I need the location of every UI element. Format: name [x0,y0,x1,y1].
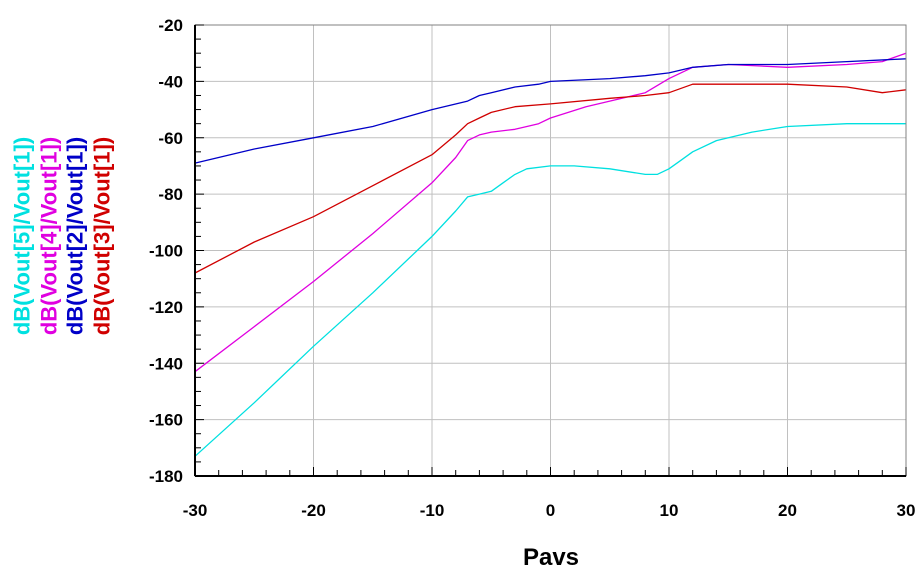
grid [195,25,906,476]
legend: dB(Vout[5]/Vout[1]) dB(Vout[4]/Vout[1]) dB… [10,137,115,335]
y-tick-label: -120 [149,298,183,317]
y-tick-label: -100 [149,242,183,261]
series-line-1 [194,123,906,457]
y-tick-label: -160 [149,411,183,430]
y-tick-label: -140 [149,354,183,373]
tick-labels: -30 -20 -10 0 10 20 30-20-40-60-80-100-120-140… [149,16,915,520]
series-line-3 [194,58,907,164]
x-tick-label: -20 [301,501,326,520]
x-tick-label: 20 [778,501,797,520]
y-tick-label: -20 [158,16,183,35]
ticks [194,24,907,477]
x-tick-label: -30 [183,501,208,520]
x-tick-label: 0 [546,501,555,520]
y-tick-label: -60 [158,129,183,148]
y-tick-label: -40 [158,72,183,91]
x-tick-label: 10 [660,501,679,520]
x-tick-label: 30 [897,501,916,520]
y-tick-label: -80 [158,185,183,204]
series-line-2 [194,52,907,373]
series-line-4 [194,83,907,274]
legend-entry-4: dB(Vout[3]/Vout[1]) [90,137,115,335]
x-axis-title: Pavs [523,544,579,570]
legend-entry-3: dB(Vout[2]/Vout[1]) [63,137,88,335]
legend-entry-1: dB(Vout[5]/Vout[1]) [10,137,35,335]
series-group [194,52,907,457]
legend-entry-2: dB(Vout[4]/Vout[1]) [37,137,62,335]
y-tick-label: -180 [149,467,183,486]
x-tick-label: -10 [420,501,445,520]
